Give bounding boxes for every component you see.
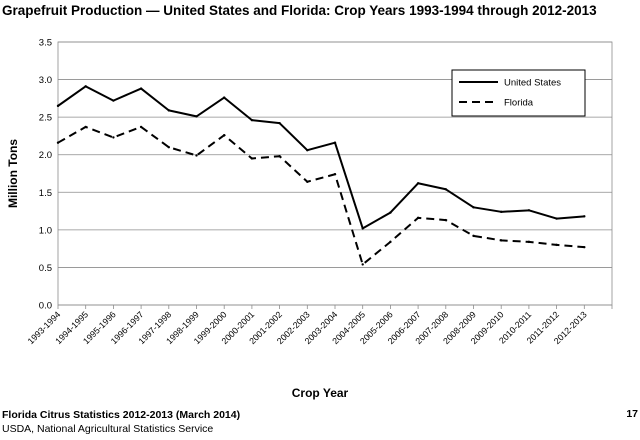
data-point-united-states: [56, 104, 60, 108]
data-point-united-states: [223, 96, 226, 99]
y-tick-label: 3.5: [39, 38, 52, 49]
y-tick-label: 2.0: [39, 150, 52, 161]
data-point-florida: [250, 157, 254, 160]
y-axis-title: Million Tons: [6, 139, 20, 208]
data-point-florida: [583, 245, 586, 249]
data-point-united-states: [139, 87, 143, 90]
data-point-florida: [84, 125, 87, 129]
data-point-florida: [555, 243, 558, 247]
data-point-united-states: [84, 85, 87, 88]
footer-publication: Florida Citrus Statistics 2012-2013 (Mar…: [2, 409, 241, 421]
data-point-florida: [278, 155, 281, 158]
data-point-florida: [333, 173, 337, 176]
data-point-united-states: [306, 149, 309, 152]
x-axis-title: Crop Year: [292, 386, 349, 400]
y-tick-label: 0.5: [39, 263, 52, 274]
series-layer: [56, 85, 586, 266]
series-line-united-states: [57, 85, 585, 230]
data-point-united-states: [250, 118, 254, 122]
y-tick-label: 1.0: [39, 225, 52, 236]
data-point-united-states: [361, 227, 364, 230]
legend-box: [451, 69, 586, 117]
legend-label: Florida: [504, 98, 534, 109]
footer-source: Florida Citrus Statistics 2012-2013 (Mar…: [2, 408, 240, 436]
series-line-florida: [57, 125, 585, 266]
data-point-united-states: [333, 141, 337, 144]
footer-agency: USDA, National Agricultural Statistics S…: [2, 423, 214, 435]
data-point-united-states: [389, 211, 392, 214]
data-point-united-states: [195, 115, 198, 118]
data-point-florida: [416, 216, 420, 220]
legend: United States Florida: [451, 69, 586, 117]
data-point-united-states: [583, 215, 586, 218]
data-point-florida: [527, 240, 531, 244]
data-point-united-states: [416, 182, 420, 185]
data-point-florida: [139, 125, 143, 129]
data-point-united-states: [555, 217, 558, 220]
page-number: 17: [626, 408, 638, 420]
chart-title: Grapefruit Production — United States an…: [2, 3, 597, 18]
data-point-united-states: [444, 188, 447, 191]
legend-label: United States: [504, 78, 561, 89]
data-point-florida: [56, 141, 60, 144]
data-point-florida: [500, 239, 503, 242]
data-point-florida: [444, 218, 447, 222]
data-point-florida: [472, 234, 475, 238]
data-point-florida: [112, 136, 115, 139]
data-point-united-states: [278, 121, 281, 125]
data-point-united-states: [472, 206, 475, 209]
data-point-united-states: [167, 109, 170, 112]
data-point-united-states: [500, 210, 503, 214]
data-point-florida: [306, 180, 309, 183]
data-point-florida: [361, 263, 364, 266]
data-point-florida: [167, 146, 170, 149]
y-tick-label: 1.5: [39, 188, 52, 199]
data-point-florida: [389, 240, 392, 244]
y-tick-label: 3.0: [39, 75, 52, 86]
data-point-florida: [195, 154, 198, 157]
data-point-united-states: [527, 209, 531, 212]
data-point-united-states: [112, 99, 115, 102]
data-point-florida: [223, 133, 226, 137]
y-tick-label: 2.5: [39, 113, 52, 124]
y-tick-label: 0.0: [39, 301, 52, 312]
